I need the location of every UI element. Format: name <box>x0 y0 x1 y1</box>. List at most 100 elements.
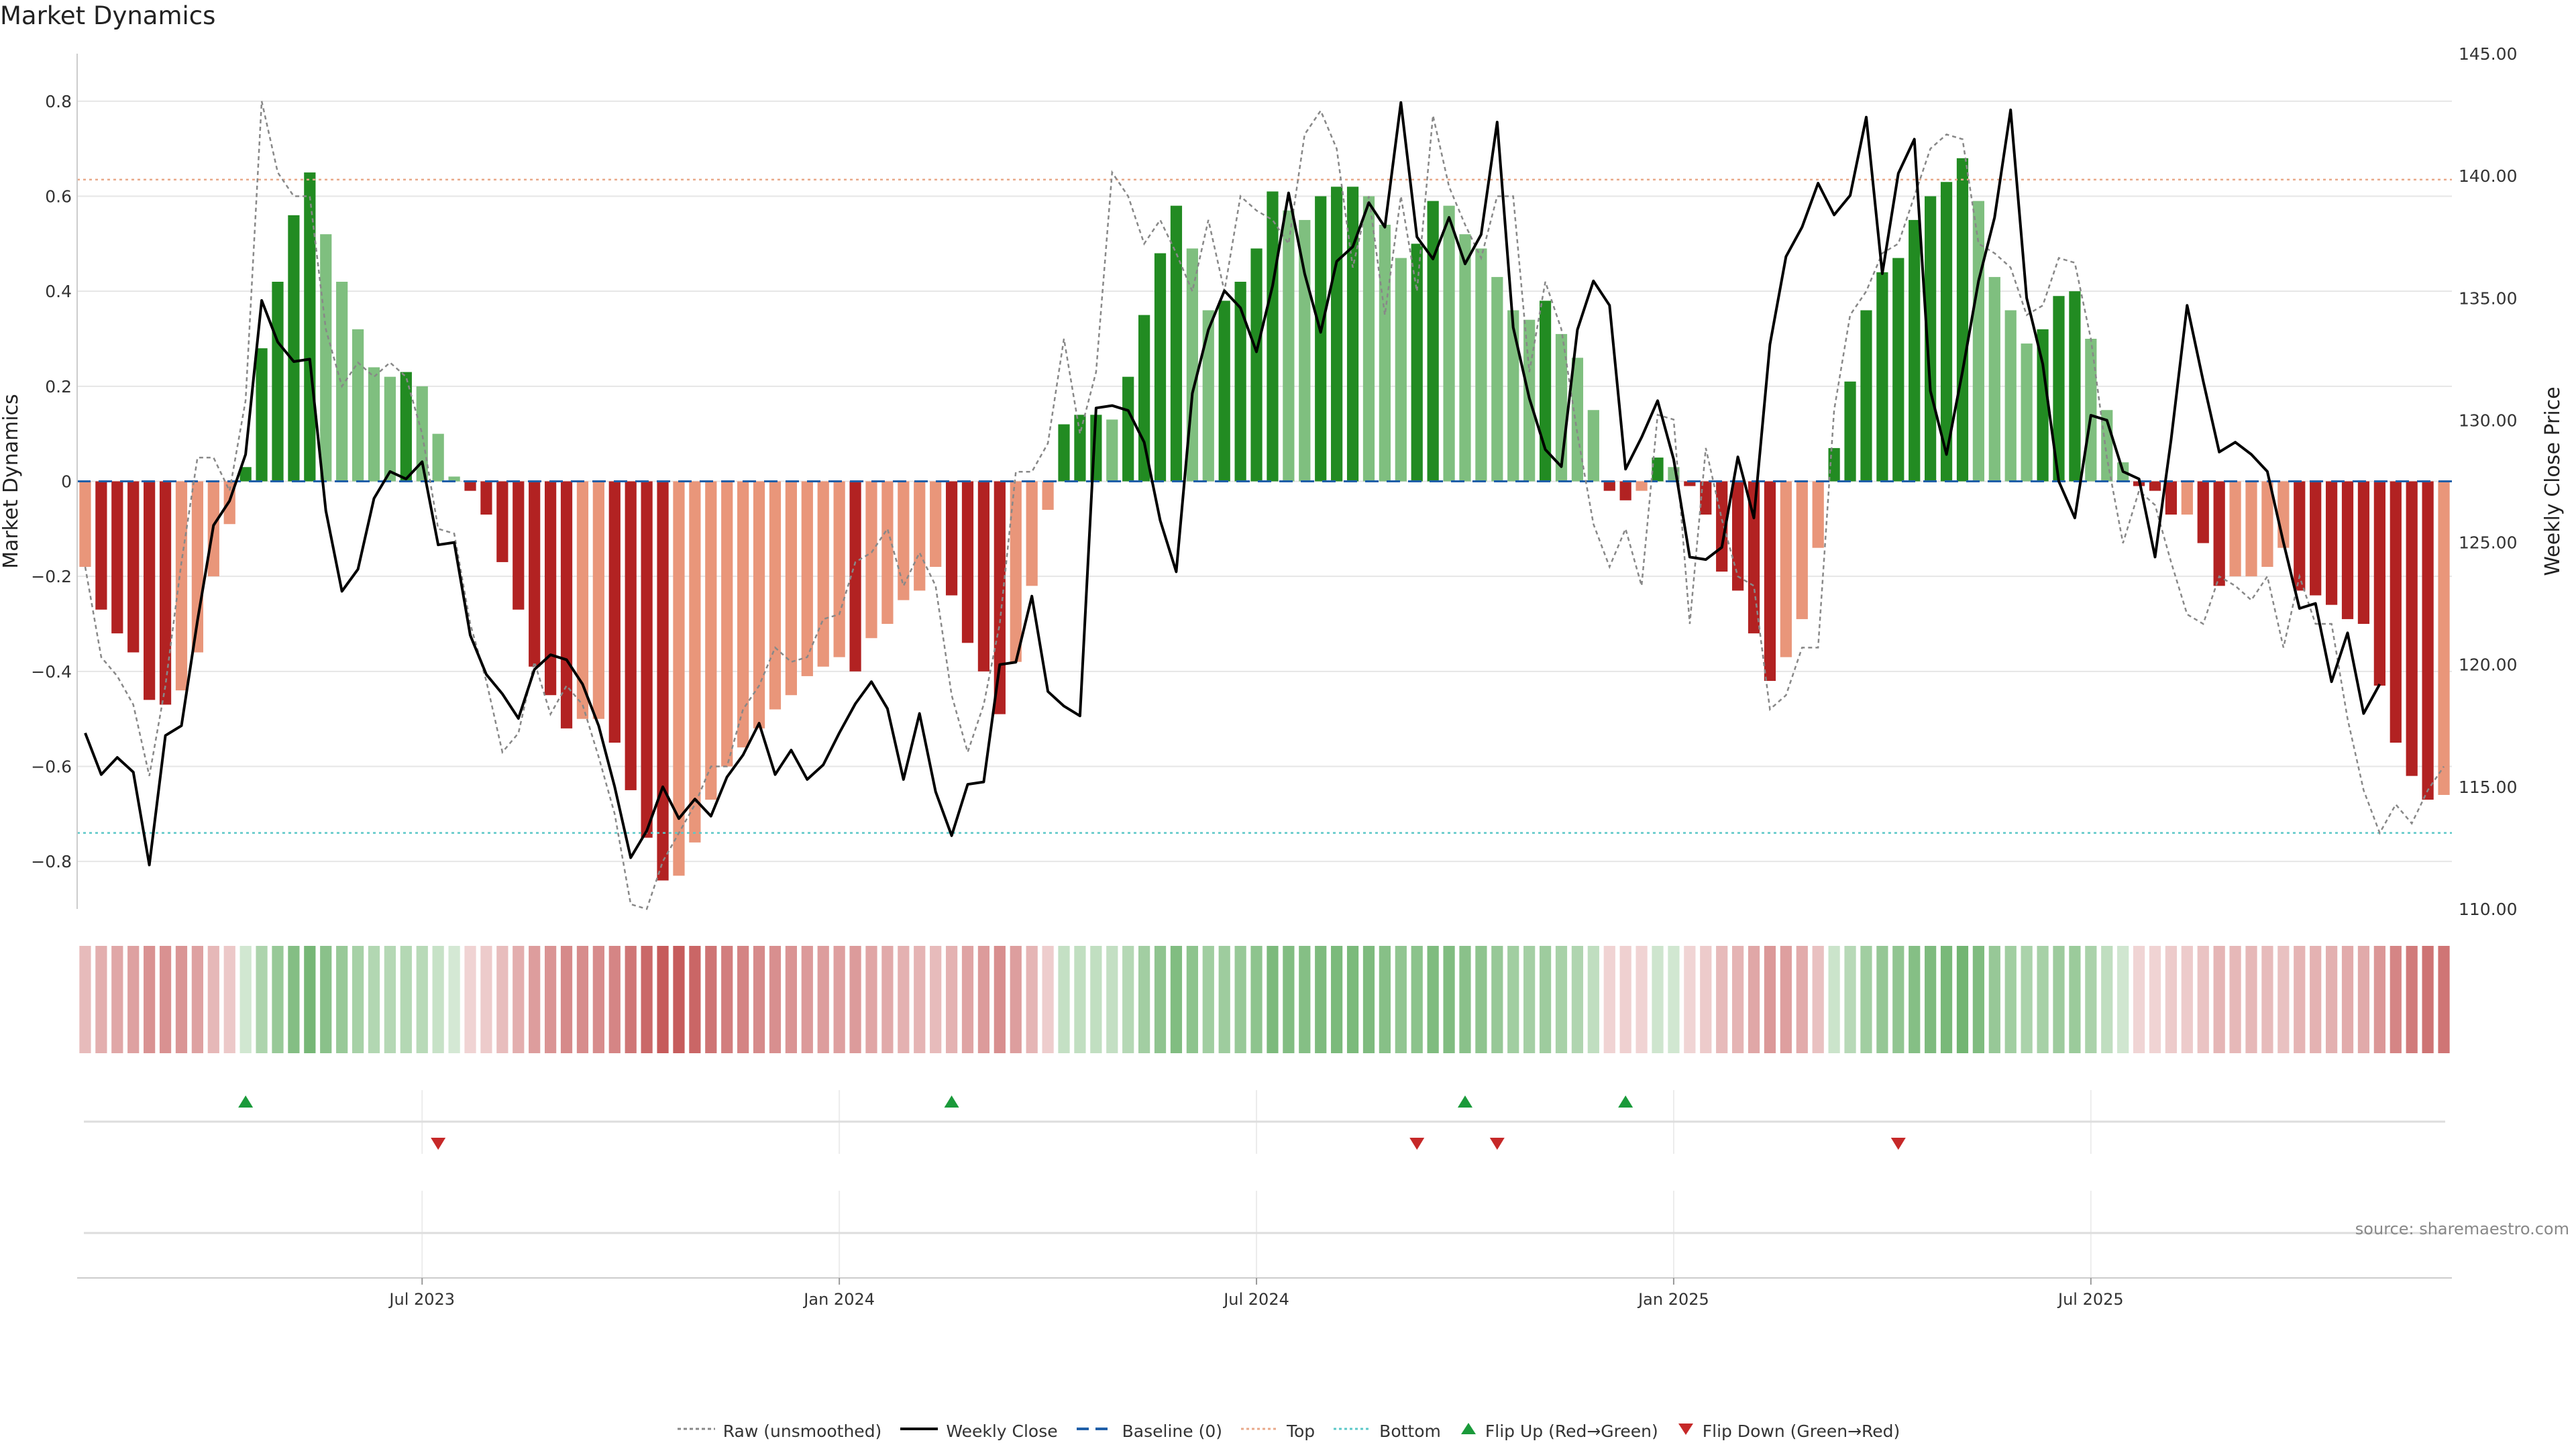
heat-cell <box>2294 946 2306 1053</box>
y-tick-label: −0.4 <box>31 662 72 682</box>
heat-cell <box>1684 946 1696 1053</box>
bar <box>961 481 974 643</box>
heat-cell <box>1635 946 1648 1053</box>
y2-tick-label: 125.00 <box>2459 533 2517 553</box>
bar <box>304 172 316 482</box>
heat-cell <box>2181 946 2193 1053</box>
bar <box>288 215 300 482</box>
heat-cell <box>2438 946 2450 1053</box>
bar <box>1491 276 1503 482</box>
heat-cell <box>849 946 861 1053</box>
bar <box>2021 343 2033 482</box>
heat-cell <box>239 946 252 1053</box>
heat-cell <box>1315 946 1327 1053</box>
bar <box>144 481 156 700</box>
heat-cell <box>2373 946 2385 1053</box>
bar <box>865 481 877 639</box>
legend-symbol-raw <box>676 1421 716 1441</box>
heat-cell <box>2390 946 2402 1053</box>
bar <box>849 481 861 672</box>
heat-cell <box>2117 946 2129 1053</box>
heat-cell <box>191 946 204 1053</box>
legend-symbol-flip-up <box>1458 1421 1479 1441</box>
bar <box>1250 248 1263 482</box>
bar <box>2004 310 2017 482</box>
heat-cell <box>2133 946 2145 1053</box>
heat-cell <box>592 946 604 1053</box>
heat-cell <box>496 946 508 1053</box>
heat-cell <box>1748 946 1760 1053</box>
bar <box>1860 310 1872 482</box>
heat-cell <box>817 946 829 1053</box>
heat-cell <box>2069 946 2081 1053</box>
flip-up-marker <box>1457 1095 1472 1108</box>
bar <box>994 481 1006 714</box>
legend-symbol-baseline <box>1075 1421 1116 1441</box>
bar <box>2357 481 2370 624</box>
heat-cell <box>1491 946 1503 1053</box>
heat-cell <box>2357 946 2370 1053</box>
heat-cell <box>1844 946 1856 1053</box>
bar <box>1940 182 1953 482</box>
bar <box>2406 481 2418 776</box>
flip-panel <box>84 1090 2445 1278</box>
bar <box>1315 196 1327 482</box>
heat-cell <box>384 946 396 1053</box>
heat-cell <box>1218 946 1230 1053</box>
bar <box>256 348 268 482</box>
bar <box>753 481 765 729</box>
heat-cell <box>641 946 653 1053</box>
bar <box>1925 196 1937 482</box>
bar <box>1138 315 1150 482</box>
legend-symbol-top <box>1240 1421 1280 1441</box>
bar <box>272 282 284 482</box>
heat-cell <box>513 946 525 1053</box>
heat-cell <box>2277 946 2290 1053</box>
bar <box>977 481 990 672</box>
chart-title: Market Dynamics <box>0 1 216 30</box>
bar <box>95 481 107 610</box>
bar <box>1909 219 1921 482</box>
heat-cell <box>1058 946 1070 1053</box>
bar <box>1748 481 1760 634</box>
heat-cell <box>961 946 974 1053</box>
heat-cell <box>1026 946 1038 1053</box>
heat-cell <box>1940 946 1953 1053</box>
y-tick-label: −0.6 <box>31 757 72 777</box>
bar <box>1571 358 1584 482</box>
bar <box>2213 481 2225 586</box>
bar <box>641 481 653 838</box>
bar <box>1042 481 1054 510</box>
bar <box>881 481 894 624</box>
bar <box>785 481 798 696</box>
heat-cell <box>416 946 428 1053</box>
heat-cell <box>2341 946 2354 1053</box>
y2-tick-label: 120.00 <box>2459 655 2517 675</box>
heat-cell <box>448 946 460 1053</box>
heat-cell <box>1362 946 1375 1053</box>
bar <box>1780 481 1792 657</box>
bar <box>2310 481 2322 596</box>
source-note: source: sharemaestro.com <box>2355 1220 2569 1238</box>
lines-layer <box>77 101 2452 910</box>
heat-cell <box>400 946 412 1053</box>
heat-cell <box>1731 946 1744 1053</box>
heat-cell <box>144 946 156 1053</box>
heat-cell <box>1443 946 1455 1053</box>
heat-cell <box>480 946 492 1053</box>
legend-item-raw: Raw (unsmoothed) <box>676 1421 882 1441</box>
heat-cell <box>1090 946 1102 1053</box>
x-tick-label: Jul 2025 <box>2057 1290 2124 1309</box>
bar <box>560 481 573 729</box>
bar <box>400 372 412 482</box>
heat-cell <box>625 946 637 1053</box>
heat-cell <box>1138 946 1150 1053</box>
legend-symbol-flip-down <box>1676 1421 1696 1441</box>
bar <box>2053 296 2065 482</box>
legend-label: Raw (unsmoothed) <box>722 1421 882 1441</box>
bar <box>673 481 685 876</box>
heat-cell <box>673 946 685 1053</box>
bar <box>1058 424 1070 482</box>
bar <box>2069 291 2081 482</box>
y2-tick-label: 140.00 <box>2459 166 2517 186</box>
